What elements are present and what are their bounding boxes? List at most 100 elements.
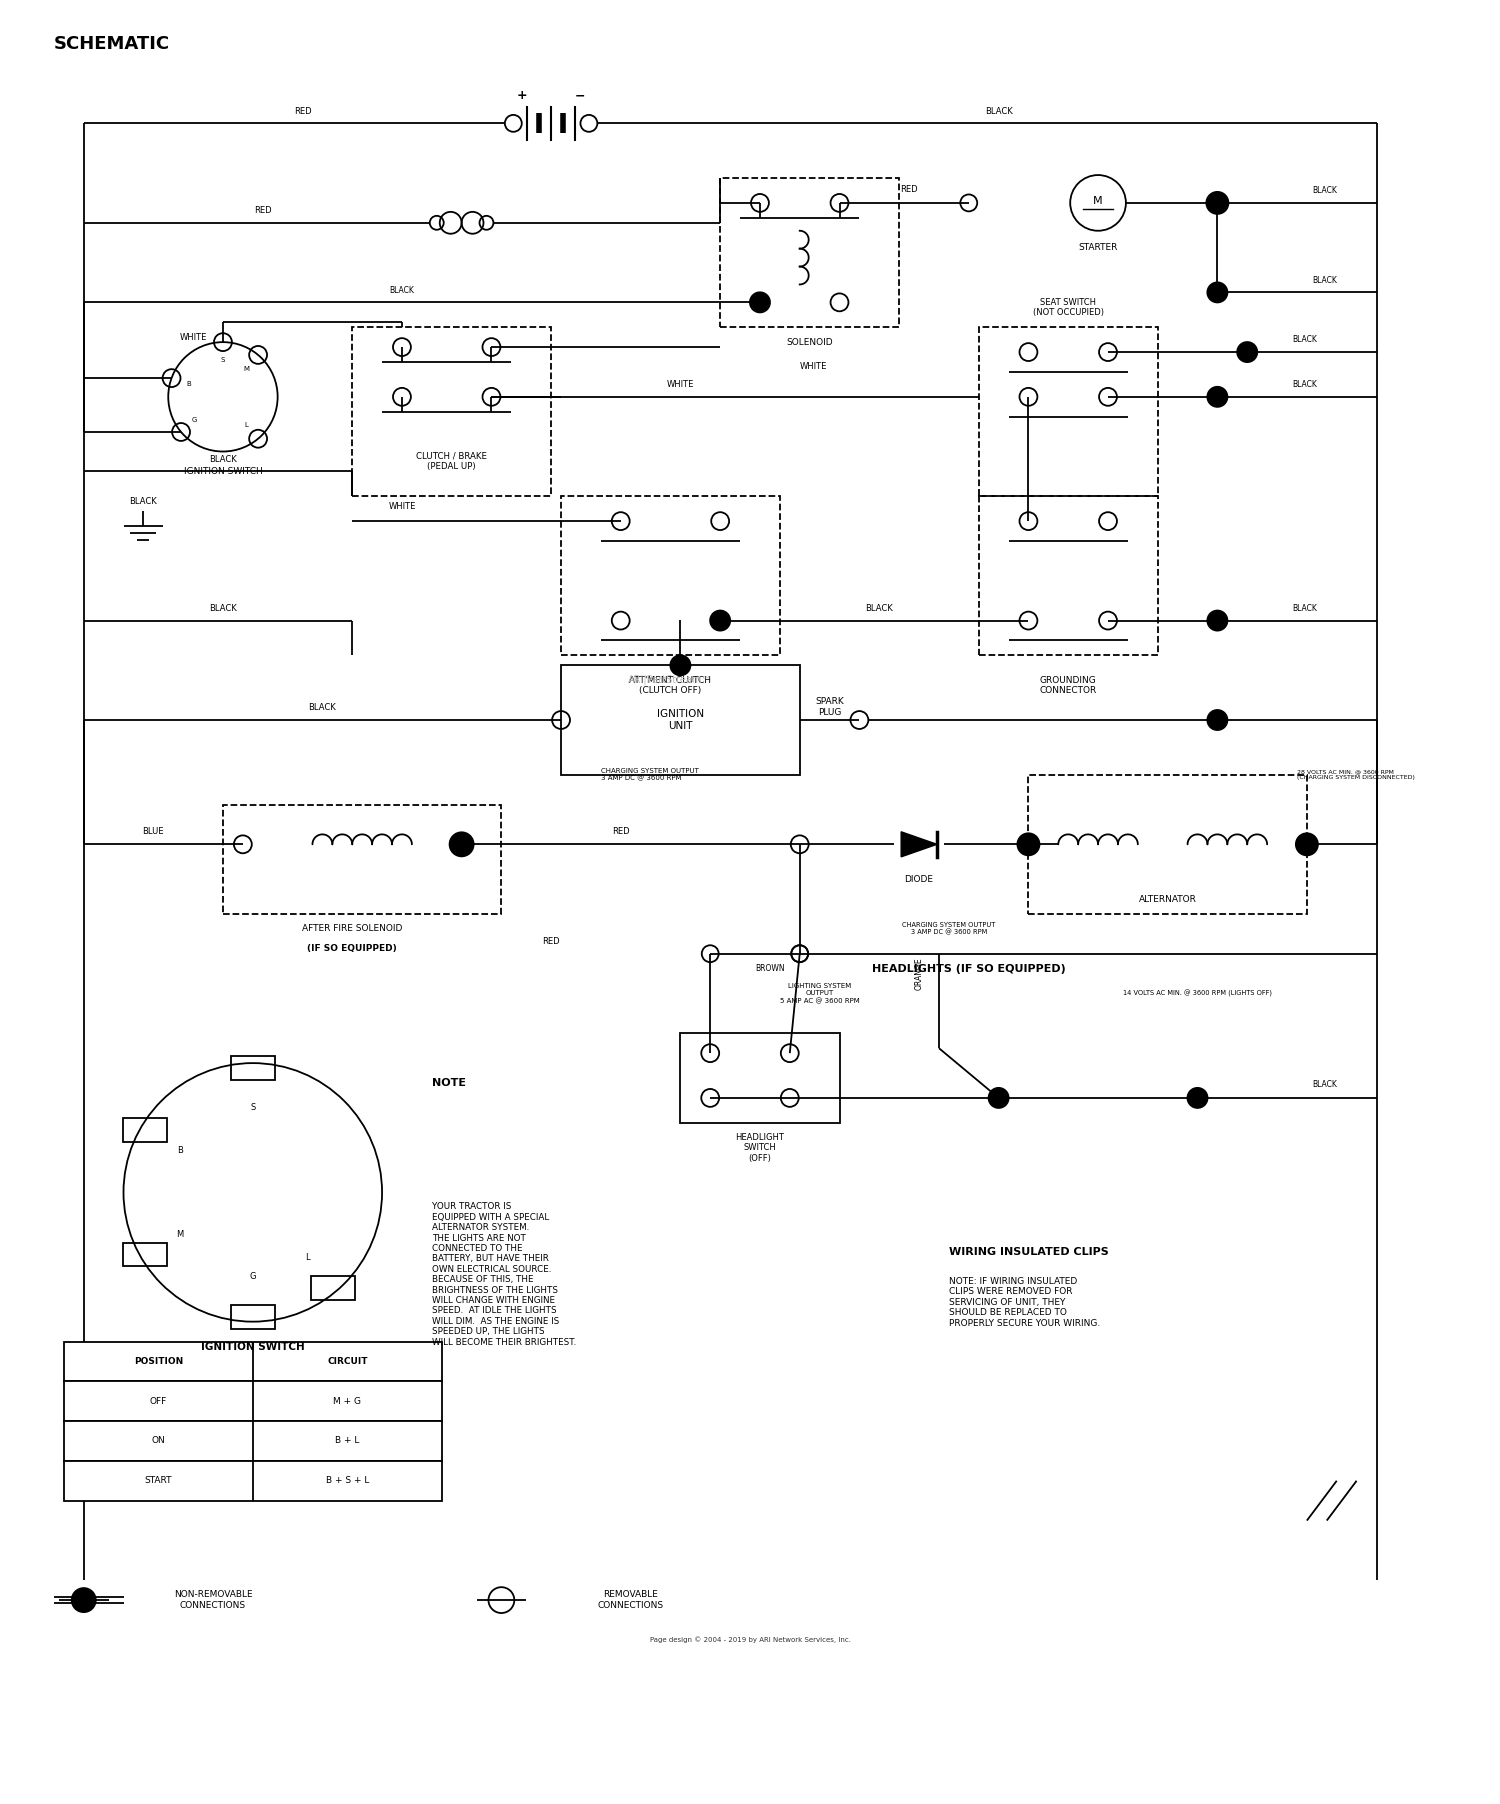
Text: HEADLIGHTS (IF SO EQUIPPED): HEADLIGHTS (IF SO EQUIPPED) [871, 963, 1065, 974]
Text: SPARK
PLUG: SPARK PLUG [815, 698, 844, 716]
Bar [978, 496, 1158, 655]
Text: DIODE: DIODE [904, 875, 933, 884]
Text: BLACK: BLACK [1312, 1081, 1336, 1090]
Text: REMOVABLE
CONNECTIONS: REMOVABLE CONNECTIONS [597, 1591, 663, 1609]
Text: CIRCUIT: CIRCUIT [327, 1357, 368, 1366]
Circle shape [448, 832, 474, 857]
Text: IGNITION
UNIT: IGNITION UNIT [657, 709, 704, 731]
Circle shape [748, 292, 771, 314]
Text: BLACK: BLACK [390, 285, 414, 294]
Text: M: M [243, 366, 249, 372]
Text: −: − [574, 88, 585, 103]
Bar [978, 327, 1158, 496]
Text: RED: RED [612, 826, 630, 835]
Text: IGNITION SWITCH: IGNITION SWITCH [183, 467, 262, 476]
Text: NOTE: IF WIRING INSULATED
CLIPS WERE REMOVED FOR
SERVICING OF UNIT, THEY
SHOULD : NOTE: IF WIRING INSULATED CLIPS WERE REM… [950, 1277, 1100, 1328]
Text: +: + [518, 88, 528, 103]
Text: NON-REMOVABLE
CONNECTIONS: NON-REMOVABLE CONNECTIONS [174, 1591, 252, 1609]
Text: B: B [177, 1146, 183, 1155]
Circle shape [1206, 386, 1228, 408]
Text: Page design © 2004 - 2019 by ARI Network Services, Inc.: Page design © 2004 - 2019 by ARI Network… [650, 1636, 850, 1643]
Bar [64, 1422, 441, 1461]
Text: G: G [192, 417, 198, 424]
Bar [1029, 774, 1306, 915]
Text: WHITE: WHITE [800, 363, 826, 372]
Bar [561, 666, 800, 774]
Circle shape [710, 610, 730, 631]
Text: AFTER FIRE SOLENOID: AFTER FIRE SOLENOID [302, 924, 402, 933]
Text: START: START [144, 1476, 172, 1485]
Text: (IF SO EQUIPPED): (IF SO EQUIPPED) [308, 943, 398, 953]
Text: B + S + L: B + S + L [326, 1476, 369, 1485]
Circle shape [1017, 832, 1041, 857]
Text: SCHEMATIC: SCHEMATIC [54, 34, 170, 52]
Bar [231, 1304, 274, 1328]
Text: OFF: OFF [150, 1396, 166, 1405]
Circle shape [1206, 281, 1228, 303]
Text: WHITE: WHITE [388, 502, 416, 511]
Text: BLACK: BLACK [1292, 336, 1317, 343]
Circle shape [1294, 832, 1318, 857]
Text: CLUTCH / BRAKE
(PEDAL UP): CLUTCH / BRAKE (PEDAL UP) [416, 451, 488, 471]
Text: BLACK: BLACK [1292, 604, 1317, 613]
Text: CHARGING SYSTEM OUTPUT
3 AMP DC @ 3600 RPM: CHARGING SYSTEM OUTPUT 3 AMP DC @ 3600 R… [902, 922, 996, 936]
Text: IGNITION SWITCH: IGNITION SWITCH [201, 1342, 304, 1351]
Bar [561, 496, 780, 655]
Text: M + G: M + G [333, 1396, 362, 1405]
Text: G: G [249, 1272, 256, 1281]
Circle shape [1206, 610, 1228, 631]
Text: BLACK: BLACK [209, 604, 237, 613]
Text: ALTERNATOR: ALTERNATOR [1138, 895, 1197, 904]
Text: BLACK: BLACK [309, 702, 336, 711]
Text: ORANGE: ORANGE [915, 958, 924, 990]
Text: B: B [186, 381, 190, 388]
Bar [64, 1461, 441, 1501]
Text: ATT'MENT CLUTCH
(CLUTCH OFF): ATT'MENT CLUTCH (CLUTCH OFF) [630, 675, 711, 695]
Text: POSITION: POSITION [134, 1357, 183, 1366]
Polygon shape [902, 832, 938, 857]
Bar [123, 1118, 166, 1142]
Text: GROUNDING
CONNECTOR: GROUNDING CONNECTOR [1040, 675, 1096, 695]
Text: BLACK: BLACK [1312, 276, 1336, 285]
Text: CHARGING SYSTEM OUTPUT
3 AMP DC @ 3600 RPM: CHARGING SYSTEM OUTPUT 3 AMP DC @ 3600 R… [602, 769, 699, 781]
Text: BLACK: BLACK [129, 496, 158, 505]
Text: YOUR TRACTOR IS
EQUIPPED WITH A SPECIAL
ALTERNATOR SYSTEM.
THE LIGHTS ARE NOT
CO: YOUR TRACTOR IS EQUIPPED WITH A SPECIAL … [432, 1201, 576, 1346]
Text: 28 VOLTS AC MIN. @ 3600 RPM
(CHARGING SYSTEM DISCONNECTED): 28 VOLTS AC MIN. @ 3600 RPM (CHARGING SY… [1298, 769, 1414, 779]
Bar [681, 1034, 840, 1122]
Text: RED: RED [294, 106, 312, 115]
Circle shape [1206, 709, 1228, 731]
Text: M: M [1094, 197, 1102, 206]
Circle shape [1236, 341, 1258, 363]
Text: BLACK: BLACK [209, 455, 237, 464]
Text: RED: RED [254, 206, 272, 215]
Circle shape [669, 655, 692, 676]
Text: L: L [244, 422, 249, 428]
Bar [64, 1342, 441, 1382]
Text: SEAT SWITCH
(NOT OCCUPIED): SEAT SWITCH (NOT OCCUPIED) [1032, 298, 1104, 318]
Text: RED: RED [543, 938, 560, 947]
Text: S: S [220, 357, 225, 363]
Text: BLACK: BLACK [865, 604, 892, 613]
Text: BLUE: BLUE [142, 826, 164, 835]
Bar [310, 1275, 354, 1299]
Text: BROWN: BROWN [754, 963, 784, 972]
Bar [123, 1243, 166, 1266]
Text: S: S [251, 1104, 255, 1113]
Bar [352, 327, 550, 496]
Text: HEADLIGHT
SWITCH
(OFF): HEADLIGHT SWITCH (OFF) [735, 1133, 784, 1162]
Circle shape [1206, 191, 1230, 215]
Text: WHITE: WHITE [180, 332, 207, 341]
Text: M: M [176, 1230, 183, 1239]
Text: ON: ON [152, 1436, 165, 1445]
Bar [224, 805, 501, 915]
Text: RED: RED [900, 186, 918, 195]
Text: SOLENOID: SOLENOID [786, 337, 832, 346]
Circle shape [987, 1088, 1010, 1109]
Text: L: L [304, 1252, 309, 1261]
Text: STARTER: STARTER [1078, 244, 1118, 253]
Bar [64, 1382, 441, 1422]
Circle shape [1186, 1088, 1209, 1109]
Text: BLACK: BLACK [1292, 381, 1317, 390]
Text: BLACK: BLACK [984, 106, 1012, 115]
Bar [231, 1055, 274, 1081]
